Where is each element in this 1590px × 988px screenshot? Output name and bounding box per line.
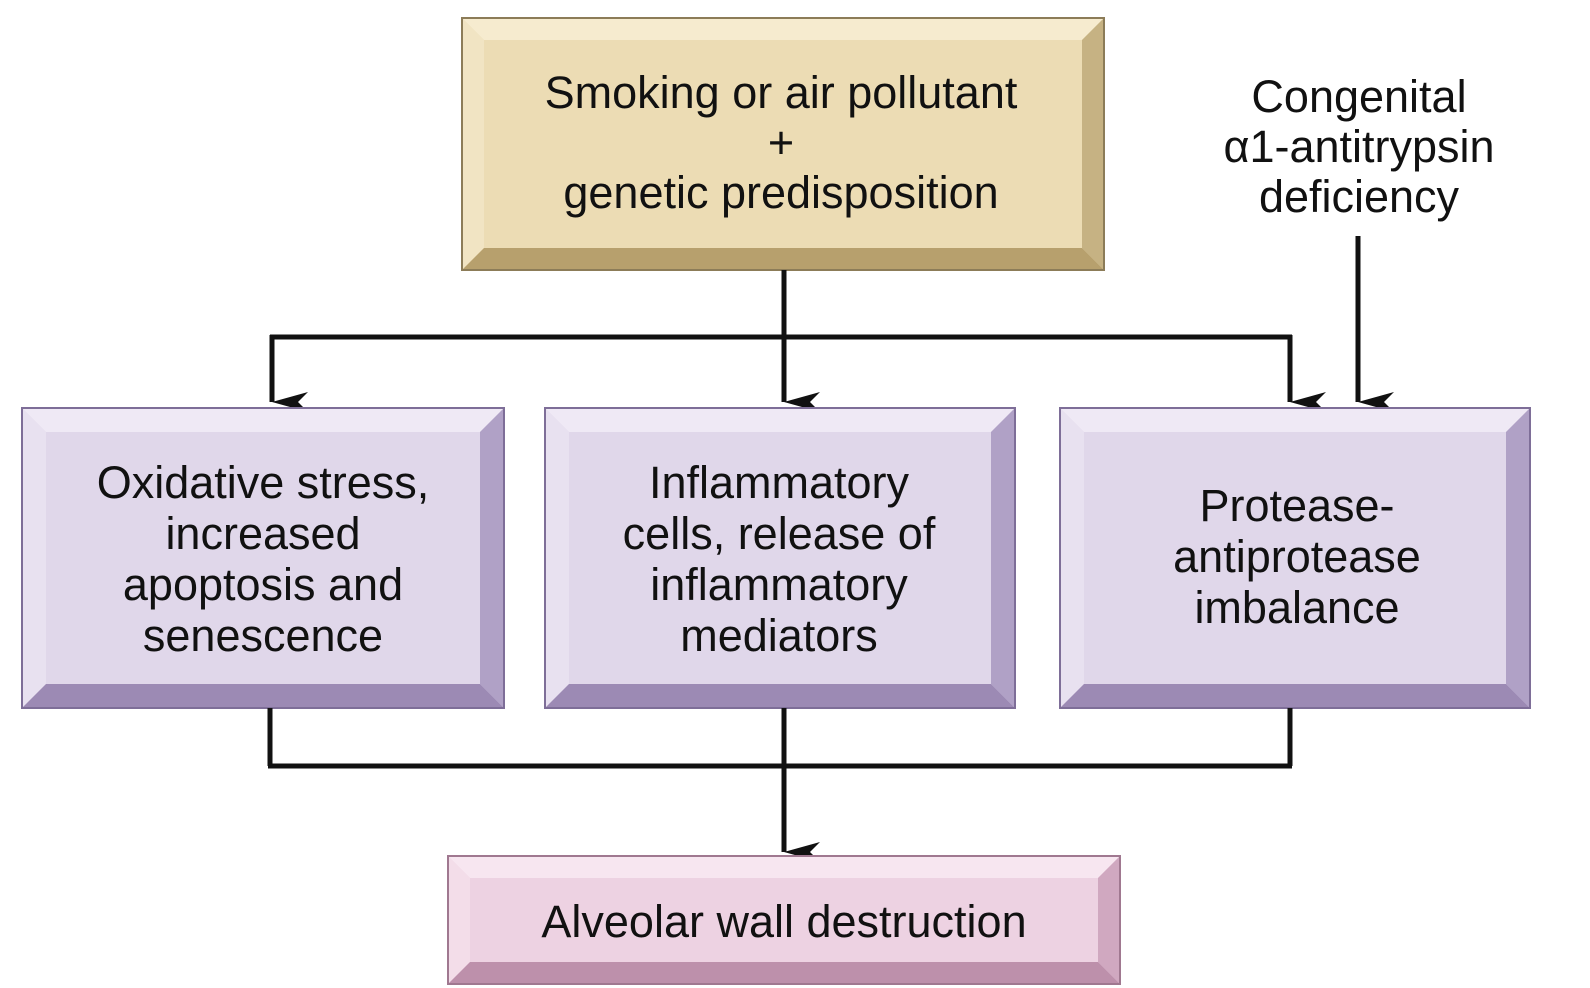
alveolar-destruction-box: Alveolar wall destruction	[448, 856, 1120, 984]
oxidative-line-3: apoptosis and	[123, 559, 403, 610]
inflammatory-line-2: cells, release of	[623, 508, 936, 559]
protease-imbalance-box: Protease- antiprotease imbalance	[1060, 408, 1530, 708]
protease-line-2: antiprotease	[1173, 531, 1421, 582]
oxidative-line-2: increased	[165, 508, 360, 559]
inflammatory-line-1: Inflammatory	[649, 457, 910, 508]
alveolar-label: Alveolar wall destruction	[541, 896, 1026, 947]
oxidative-line-1: Oxidative stress,	[97, 457, 430, 508]
congenital-line-2: α1-antitrypsin	[1223, 121, 1494, 172]
top-box-line-2: +	[768, 117, 794, 168]
inflammatory-line-4: mediators	[680, 610, 878, 661]
protease-line-1: Protease-	[1199, 480, 1394, 531]
congenital-line-1: Congenital	[1251, 71, 1466, 122]
protease-line-3: imbalance	[1194, 582, 1399, 633]
top-box-line-1: Smoking or air pollutant	[545, 67, 1018, 118]
congenital-label: Congenital α1-antitrypsin deficiency	[1223, 71, 1494, 222]
top-box-line-3: genetic predisposition	[563, 167, 998, 218]
oxidative-line-4: senescence	[143, 610, 383, 661]
bottom-connectors	[268, 708, 1292, 852]
oxidative-stress-box: Oxidative stress, increased apoptosis an…	[22, 408, 504, 708]
top-box: Smoking or air pollutant + genetic predi…	[462, 18, 1104, 270]
inflammatory-line-3: inflammatory	[650, 559, 908, 610]
congenital-line-3: deficiency	[1259, 171, 1460, 222]
inflammatory-cells-box: Inflammatory cells, release of inflammat…	[545, 408, 1015, 708]
